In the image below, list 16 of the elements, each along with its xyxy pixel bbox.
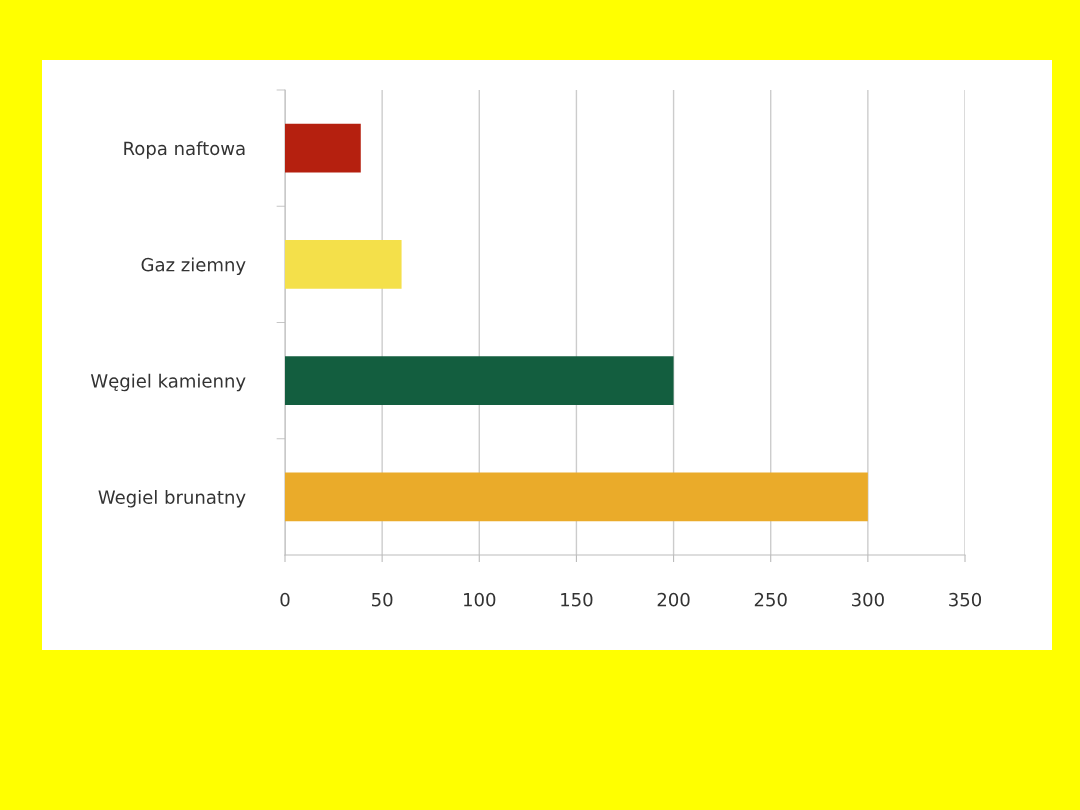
- bar: [285, 239, 402, 289]
- x-tick-label: 200: [657, 592, 690, 607]
- x-tick-label: 250: [754, 592, 787, 607]
- bar: [285, 356, 674, 406]
- x-tick-label: 0: [280, 592, 290, 607]
- y-tick-label: Ropa naftowa: [124, 141, 245, 159]
- x-tick-label: 50: [372, 592, 393, 607]
- x-tick-label: 350: [949, 592, 982, 607]
- x-tick-label: 100: [464, 592, 496, 607]
- bar: [285, 123, 361, 173]
- y-tick-label: Węgiel kamienny: [90, 373, 246, 392]
- x-tick-label: 300: [852, 592, 884, 607]
- x-tick-label: 150: [561, 592, 593, 607]
- y-tick-label: Gaz ziemny: [141, 257, 246, 275]
- bar: [285, 472, 868, 522]
- y-tick-label: Wegiel brunatny: [98, 490, 246, 508]
